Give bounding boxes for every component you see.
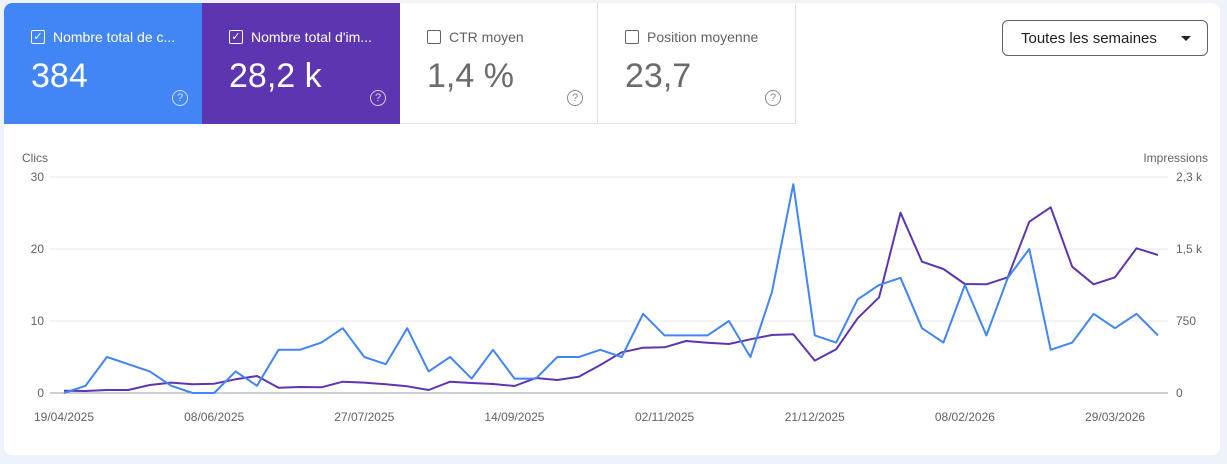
- right-tick-label: 750: [1176, 314, 1196, 328]
- metric-label: Position moyenne: [647, 29, 759, 45]
- left-axis-label: Clics: [22, 151, 48, 165]
- checkbox-unchecked-icon[interactable]: [625, 30, 639, 44]
- metric-value: 28,2 k: [229, 57, 322, 95]
- metric-value: 1,4 %: [427, 57, 514, 95]
- x-tick-label: 21/12/2025: [785, 410, 845, 424]
- metric-value: 384: [31, 57, 88, 95]
- x-tick-label: 14/09/2025: [484, 410, 544, 424]
- metric-tile-ctr[interactable]: CTR moyen 1,4 % ?: [400, 3, 598, 124]
- caret-down-icon: [1181, 36, 1191, 41]
- series-line-clics: [63, 183, 1159, 394]
- right-tick-label: 2,3 k: [1176, 170, 1203, 184]
- metric-label: Nombre total d'im...: [251, 29, 372, 45]
- period-dropdown[interactable]: Toutes les semaines: [1002, 20, 1208, 56]
- period-dropdown-value: Toutes les semaines: [1021, 29, 1157, 47]
- metric-label: CTR moyen: [449, 29, 524, 45]
- x-tick-label: 08/06/2025: [184, 410, 244, 424]
- performance-card: ✓ Nombre total de c... 384 ? ✓ Nombre tota…: [4, 3, 1220, 455]
- right-tick-label: 1,5 k: [1176, 242, 1203, 256]
- help-icon[interactable]: ?: [172, 90, 188, 106]
- x-tick-label: 27/07/2025: [334, 410, 394, 424]
- help-icon[interactable]: ?: [567, 90, 583, 106]
- x-tick-label: 08/02/2026: [935, 410, 995, 424]
- left-tick-label: 0: [37, 386, 44, 400]
- left-tick-label: 10: [31, 314, 45, 328]
- right-tick-label: 0: [1176, 386, 1183, 400]
- left-tick-label: 20: [31, 242, 45, 256]
- checkbox-checked-icon[interactable]: ✓: [229, 30, 243, 44]
- x-tick-label: 19/04/2025: [34, 410, 94, 424]
- checkbox-unchecked-icon[interactable]: [427, 30, 441, 44]
- series-line-impressions: [63, 206, 1159, 392]
- right-axis-label: Impressions: [1143, 151, 1208, 165]
- help-icon[interactable]: ?: [765, 90, 781, 106]
- metric-tile-clicks[interactable]: ✓ Nombre total de c... 384 ?: [4, 3, 202, 124]
- x-tick-label: 02/11/2025: [635, 410, 694, 424]
- metric-tile-position[interactable]: Position moyenne 23,7 ?: [598, 3, 796, 124]
- help-icon[interactable]: ?: [370, 90, 386, 106]
- metric-label: Nombre total de c...: [53, 29, 176, 45]
- metric-tile-impressions[interactable]: ✓ Nombre total d'im... 28,2 k ?: [202, 3, 400, 124]
- metric-value: 23,7: [625, 57, 692, 95]
- checkbox-checked-icon[interactable]: ✓: [31, 30, 45, 44]
- left-tick-label: 30: [31, 170, 45, 184]
- x-tick-label: 29/03/2026: [1085, 410, 1145, 424]
